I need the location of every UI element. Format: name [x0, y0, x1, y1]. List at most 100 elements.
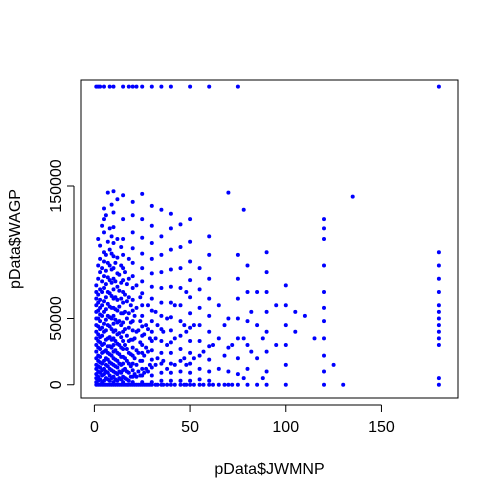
data-point — [117, 288, 122, 293]
data-point — [178, 333, 183, 338]
data-point — [103, 282, 108, 287]
data-point — [134, 374, 139, 379]
data-point — [264, 270, 269, 275]
data-point — [207, 276, 212, 281]
data-point — [178, 358, 183, 363]
data-point — [123, 327, 127, 332]
data-point — [115, 255, 120, 260]
data-point — [322, 217, 326, 222]
data-point — [436, 343, 441, 347]
data-point — [130, 230, 135, 235]
x-tick-label: 100 — [272, 419, 299, 436]
data-point — [178, 378, 183, 383]
data-point — [168, 382, 173, 387]
data-point — [436, 323, 441, 328]
data-point — [159, 313, 164, 318]
data-point — [226, 190, 231, 195]
data-point — [102, 341, 106, 346]
data-point — [111, 266, 116, 271]
data-point — [126, 378, 131, 383]
data-point — [188, 259, 193, 264]
data-point — [132, 336, 137, 341]
data-point — [322, 263, 326, 268]
data-point — [168, 284, 173, 289]
data-point — [235, 252, 240, 257]
data-point — [178, 266, 183, 271]
data-point — [178, 222, 183, 227]
data-point — [182, 323, 187, 328]
data-point — [149, 319, 154, 324]
data-point — [126, 311, 131, 316]
data-point — [94, 296, 99, 301]
data-point — [226, 316, 231, 321]
data-point — [96, 237, 101, 241]
data-point — [260, 336, 265, 341]
data-point — [207, 382, 212, 387]
data-point — [121, 84, 126, 89]
data-point — [102, 321, 106, 326]
data-point — [123, 292, 127, 297]
data-point — [144, 345, 149, 350]
data-point — [168, 328, 173, 333]
data-point — [159, 350, 164, 355]
data-point — [322, 305, 326, 310]
data-point — [111, 343, 116, 347]
data-point — [149, 284, 154, 289]
data-point — [155, 323, 160, 328]
data-point — [100, 303, 105, 308]
y-tick-label: 0 — [48, 380, 65, 389]
data-point — [235, 382, 240, 387]
data-point — [211, 382, 215, 387]
data-point — [149, 357, 154, 362]
data-point — [149, 256, 154, 261]
data-point — [241, 376, 246, 381]
data-point — [111, 210, 116, 215]
data-point — [168, 350, 173, 355]
data-point — [245, 290, 250, 294]
data-point — [98, 270, 103, 275]
data-point — [222, 353, 227, 358]
data-point — [102, 217, 106, 222]
data-point — [153, 309, 158, 314]
data-point — [322, 336, 326, 341]
data-point — [109, 280, 114, 285]
data-point — [115, 237, 120, 241]
data-point — [235, 316, 240, 321]
data-point — [102, 230, 106, 235]
data-point — [211, 343, 215, 347]
data-point — [149, 271, 154, 276]
data-point — [207, 252, 212, 257]
data-point — [126, 84, 131, 89]
data-point — [130, 246, 135, 251]
data-point — [172, 362, 177, 367]
data-point — [197, 382, 202, 387]
data-point — [255, 382, 260, 387]
data-point — [142, 370, 147, 375]
data-point — [136, 369, 141, 374]
data-point — [264, 349, 269, 354]
data-point — [168, 361, 173, 366]
data-point — [159, 234, 164, 239]
data-point — [107, 247, 112, 252]
data-point — [235, 84, 240, 89]
y-tick-label: 50000 — [48, 296, 65, 341]
data-point — [140, 313, 145, 318]
data-point — [264, 329, 269, 334]
data-point — [103, 295, 108, 300]
x-tick-label: 0 — [90, 419, 99, 436]
data-point — [168, 315, 173, 320]
data-point — [178, 286, 183, 290]
data-point — [182, 356, 187, 361]
data-point — [113, 328, 118, 333]
data-point — [178, 369, 183, 374]
data-point — [216, 382, 221, 387]
data-point — [168, 378, 173, 383]
data-point — [126, 276, 131, 281]
data-point — [149, 339, 154, 343]
data-point — [121, 266, 126, 271]
data-point — [117, 272, 122, 277]
data-point — [102, 259, 106, 264]
data-point — [96, 276, 101, 281]
data-point — [119, 335, 124, 340]
data-point — [191, 382, 196, 387]
